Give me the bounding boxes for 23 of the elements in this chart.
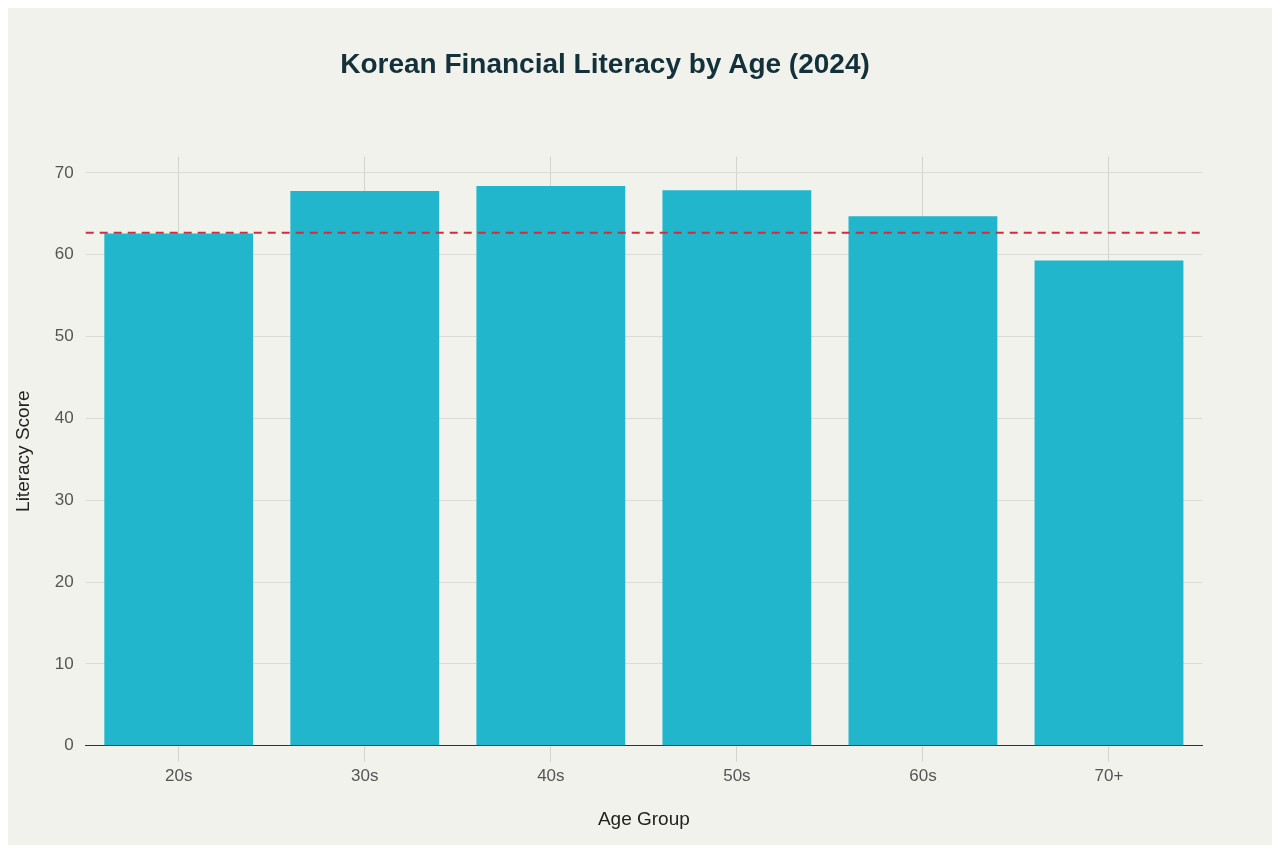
- x-tick-label: 50s: [723, 765, 751, 785]
- x-tick-label: 40s: [537, 765, 565, 785]
- x-tick-label: 70+: [1094, 765, 1124, 785]
- y-tick-label: 10: [54, 653, 74, 673]
- y-axis-title: Literacy Score: [11, 390, 33, 512]
- chart-title: Korean Financial Literacy by Age (2024): [340, 47, 870, 79]
- y-tick-label: 60: [54, 244, 74, 264]
- bar: [848, 216, 998, 746]
- bar: [290, 190, 440, 746]
- y-tick-label: 40: [54, 408, 74, 428]
- x-tick-label: 60s: [909, 765, 937, 785]
- y-tick-label: 70: [54, 162, 74, 182]
- y-tick-label: 50: [54, 326, 74, 346]
- bar: [476, 186, 626, 746]
- y-tick-label: 30: [54, 489, 74, 509]
- bar: [662, 190, 812, 746]
- x-tick-label: 20s: [165, 765, 193, 785]
- bar: [1034, 260, 1184, 746]
- x-tick-label: 30s: [351, 765, 379, 785]
- y-tick-label: 20: [54, 571, 74, 591]
- bar: [104, 233, 254, 746]
- y-tick-label: 0: [64, 735, 74, 755]
- x-axis-title: Age Group: [597, 807, 690, 829]
